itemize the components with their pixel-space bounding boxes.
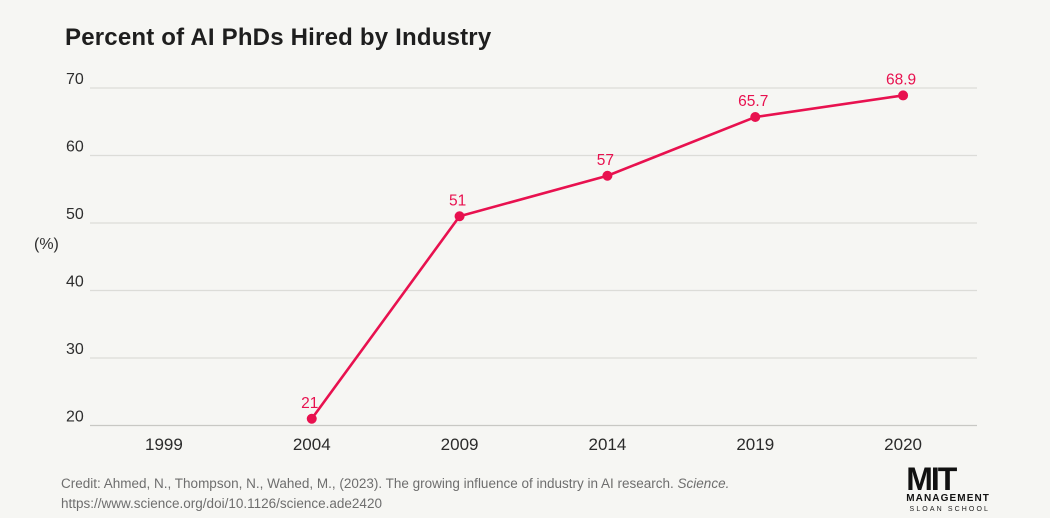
y-tick-label: 30 (66, 341, 84, 358)
credit-line-1: Credit: Ahmed, N., Thompson, N., Wahed, … (61, 476, 730, 491)
y-tick-label: 70 (66, 71, 84, 88)
data-point-label: 57 (597, 152, 614, 169)
mit-logo-text: MIT (906, 460, 957, 498)
mit-logo-sloan-school: SLOAN SCHOOL (909, 506, 990, 513)
mit-logo-management: MANAGEMENT (906, 493, 990, 504)
data-point (750, 112, 761, 123)
x-tick-label: 2019 (736, 435, 774, 454)
x-tick-label: 2014 (589, 435, 627, 454)
data-point-label: 51 (449, 192, 466, 209)
y-tick-label: 60 (66, 139, 84, 156)
x-tick-label: 2004 (293, 435, 331, 454)
data-point (602, 170, 613, 181)
credit-line-2: https://www.science.org/doi/10.1126/scie… (61, 496, 382, 511)
y-axis-label: (%) (34, 236, 59, 253)
data-point (898, 90, 909, 101)
mit-sloan-logo: MIT MANAGEMENT SLOAN SCHOOL (906, 460, 990, 514)
data-point-label: 21 (301, 395, 318, 412)
x-tick-label: 1999 (145, 435, 183, 454)
data-point (306, 413, 317, 424)
page-title: Percent of AI PhDs Hired by Industry (65, 24, 492, 51)
y-tick-label: 40 (66, 274, 84, 291)
data-point-label: 68.9 (886, 71, 916, 88)
x-tick-label: 2020 (884, 435, 922, 454)
data-point (454, 211, 465, 222)
y-tick-label: 20 (66, 409, 84, 426)
line-series (310, 94, 905, 421)
credit-journal: Science. (677, 476, 730, 491)
x-tick-label: 2009 (441, 435, 479, 454)
credit-text: Credit: Ahmed, N., Thompson, N., Wahed, … (61, 474, 729, 514)
data-point-label: 65.7 (738, 93, 768, 110)
y-tick-label: 50 (66, 206, 84, 223)
